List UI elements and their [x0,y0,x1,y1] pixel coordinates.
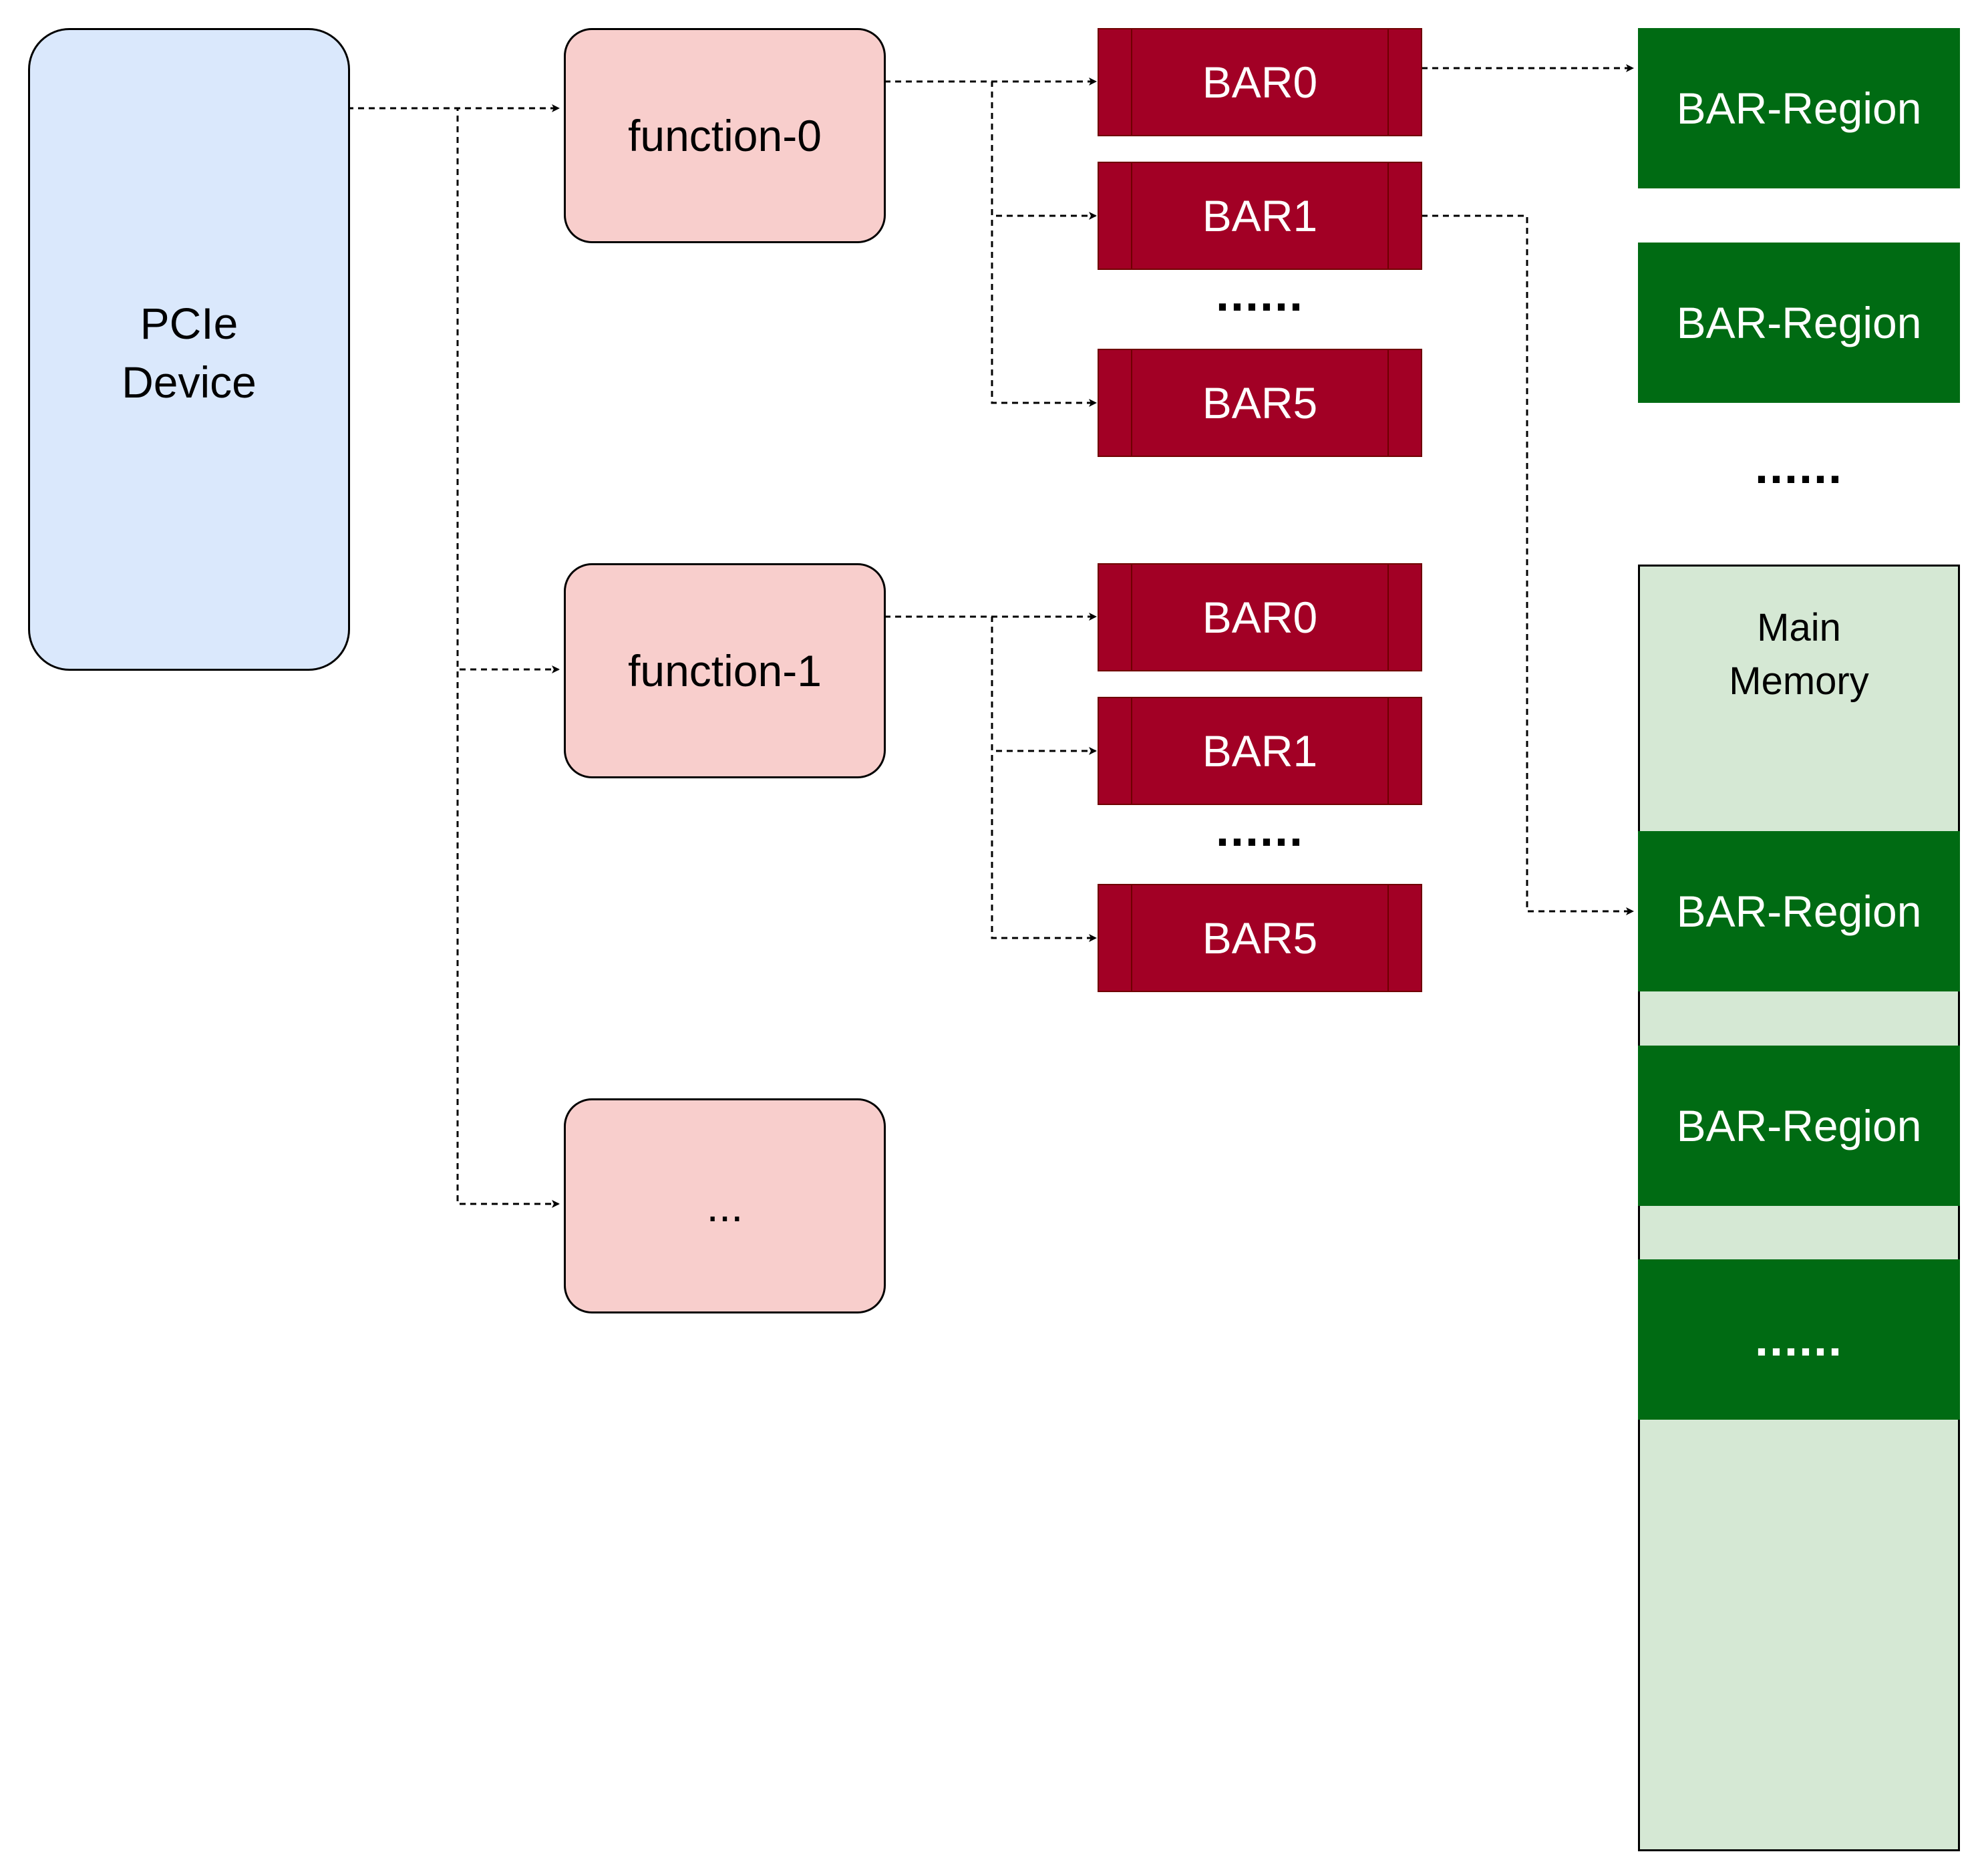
f0-bar1-node: BAR1 [1098,162,1422,270]
f1-bar0-label: BAR0 [1202,593,1318,642]
f0-bar0-label: BAR0 [1202,57,1318,107]
edge-f0-bar1-memory-region [1422,214,1634,915]
edge-f1-bar5 [884,615,1097,942]
function-more-label: ... [706,1181,744,1231]
function-0-label: function-0 [628,111,822,160]
memory-bar-region-2: BAR-Region [1638,1046,1960,1206]
memory-bar-region-more: ...... [1638,1259,1960,1420]
regions-top-ellipsis: ...... [1754,440,1844,494]
bar-region-top-1: BAR-Region [1638,28,1960,188]
f0-bar5-node: BAR5 [1098,349,1422,457]
edge-pcie-function-more [347,107,560,1208]
f0-bar5-label: BAR5 [1202,378,1318,428]
memory-bar-region-1: BAR-Region [1638,831,1960,991]
edge-pcie-function-1 [347,107,560,673]
function-1-node: function-1 [564,563,886,778]
f1-bar1-node: BAR1 [1098,697,1422,805]
f1-bar0-node: BAR0 [1098,563,1422,671]
function-more-node: ... [564,1098,886,1313]
function-0-node: function-0 [564,28,886,243]
bar-region-top-2-label: BAR-Region [1676,298,1922,347]
f1-bar1-label: BAR1 [1202,726,1318,776]
memory-bar-region-2-label: BAR-Region [1676,1101,1922,1150]
bar-region-top-2: BAR-Region [1638,243,1960,403]
memory-bar-region-1-label: BAR-Region [1676,887,1922,936]
f1-bar5-node: BAR5 [1098,884,1422,992]
f0-bar1-label: BAR1 [1202,191,1318,241]
edge-f1-bar1 [884,615,1097,755]
pcie-device-node: PCIe Device [28,28,350,671]
main-memory-title: Main Memory [1729,606,1869,703]
edge-f0-bar5 [884,80,1097,407]
function-1-label: function-1 [628,646,822,695]
f0-bar0-node: BAR0 [1098,28,1422,136]
pcie-device-label: PCIe Device [122,299,257,407]
edge-f0-bar1 [884,80,1097,220]
main-memory-node [1638,565,1960,1851]
bar-region-top-1-label: BAR-Region [1676,84,1922,133]
f1-bar5-label: BAR5 [1202,913,1318,963]
f0-bars-ellipsis: ...... [1215,268,1305,321]
memory-bar-region-more-label: ...... [1754,1313,1844,1366]
f1-bars-ellipsis: ...... [1215,803,1305,856]
